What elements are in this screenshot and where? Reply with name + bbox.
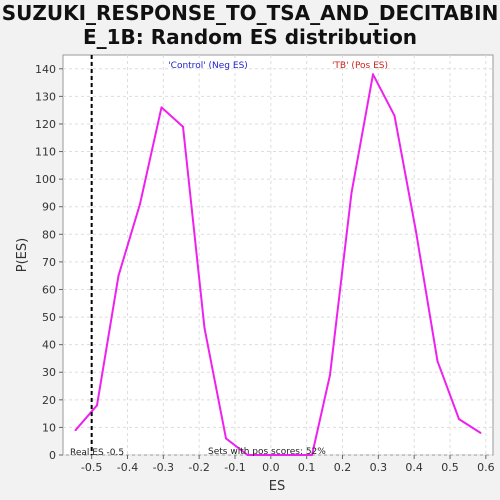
chart-title-line-1: SUZUKI_RESPONSE_TO_TSA_AND_DECITABIN <box>1 1 499 25</box>
x-tick-label: -0.3 <box>153 461 174 474</box>
es-data-point <box>117 274 120 277</box>
es-data-point <box>393 114 396 117</box>
y-tick-label: 120 <box>35 118 56 131</box>
neg-es-label: 'Control' (Neg ES) <box>168 61 248 71</box>
es-data-point <box>268 454 271 456</box>
x-tick-label: -0.5 <box>81 461 102 474</box>
y-tick-label: 80 <box>42 228 56 241</box>
y-tick-label: 60 <box>42 283 56 296</box>
es-data-point <box>246 454 249 456</box>
x-tick-label: -0.1 <box>224 461 245 474</box>
y-tick-label: 30 <box>42 366 56 379</box>
es-data-point <box>328 374 331 376</box>
es-distribution-line <box>74 73 482 456</box>
x-tick-label: 0.1 <box>298 461 316 474</box>
y-tick-label: 50 <box>42 311 56 324</box>
es-data-point <box>311 454 314 456</box>
y-tick-label: 130 <box>35 90 56 103</box>
series-layer <box>74 73 482 456</box>
plot-area <box>62 54 494 456</box>
es-data-point <box>414 230 417 233</box>
es-data-point <box>457 418 460 421</box>
x-axis-label: ES <box>269 479 285 494</box>
y-tick-label: 70 <box>42 256 56 269</box>
es-data-point <box>160 106 163 109</box>
y-tick-label: 20 <box>42 394 56 407</box>
es-data-point <box>371 73 374 76</box>
es-data-point <box>74 429 77 432</box>
x-tick-label: -0.4 <box>117 461 138 474</box>
es-data-point <box>203 327 206 330</box>
x-tick-label: 0.4 <box>405 461 423 474</box>
y-tick-label: 140 <box>35 63 56 76</box>
real-es-label: Real ES -0.5 <box>70 448 124 458</box>
es-data-point <box>139 202 142 205</box>
y-axis-label: P(ES) <box>15 238 30 272</box>
es-data-point <box>96 404 99 407</box>
y-tick-label: 40 <box>42 339 56 352</box>
x-tick-label: -0.2 <box>188 461 209 474</box>
y-tick-label: 10 <box>42 421 56 434</box>
es-data-point <box>225 437 228 440</box>
x-tick-label: 0.5 <box>441 461 459 474</box>
pos-scores-label: Sets with pos scores: 52% <box>208 447 326 457</box>
es-data-point <box>350 191 353 194</box>
y-tick-label: 90 <box>42 201 56 214</box>
es-data-point <box>479 431 482 434</box>
y-tick-label: 100 <box>35 173 56 186</box>
x-tick-label: 0.6 <box>477 461 495 474</box>
chart-title-line-2: E_1B: Random ES distribution <box>82 25 418 49</box>
x-tick-label: 0.3 <box>370 461 388 474</box>
x-tick-label: 0.2 <box>334 461 352 474</box>
es-data-point <box>436 360 439 363</box>
gridlines <box>63 55 493 456</box>
pos-es-label: 'TB' (Pos ES) <box>332 61 388 71</box>
es-data-point <box>289 454 292 456</box>
x-tick-label: 0.0 <box>262 461 280 474</box>
es-data-point <box>182 125 185 128</box>
y-tick-label: 110 <box>35 146 56 159</box>
axes: 0 10 20 30 40 50 60 70 80 90 100 110 120 130 140 -0.5 -0… <box>35 63 495 474</box>
y-tick-label: 0 <box>49 449 56 462</box>
